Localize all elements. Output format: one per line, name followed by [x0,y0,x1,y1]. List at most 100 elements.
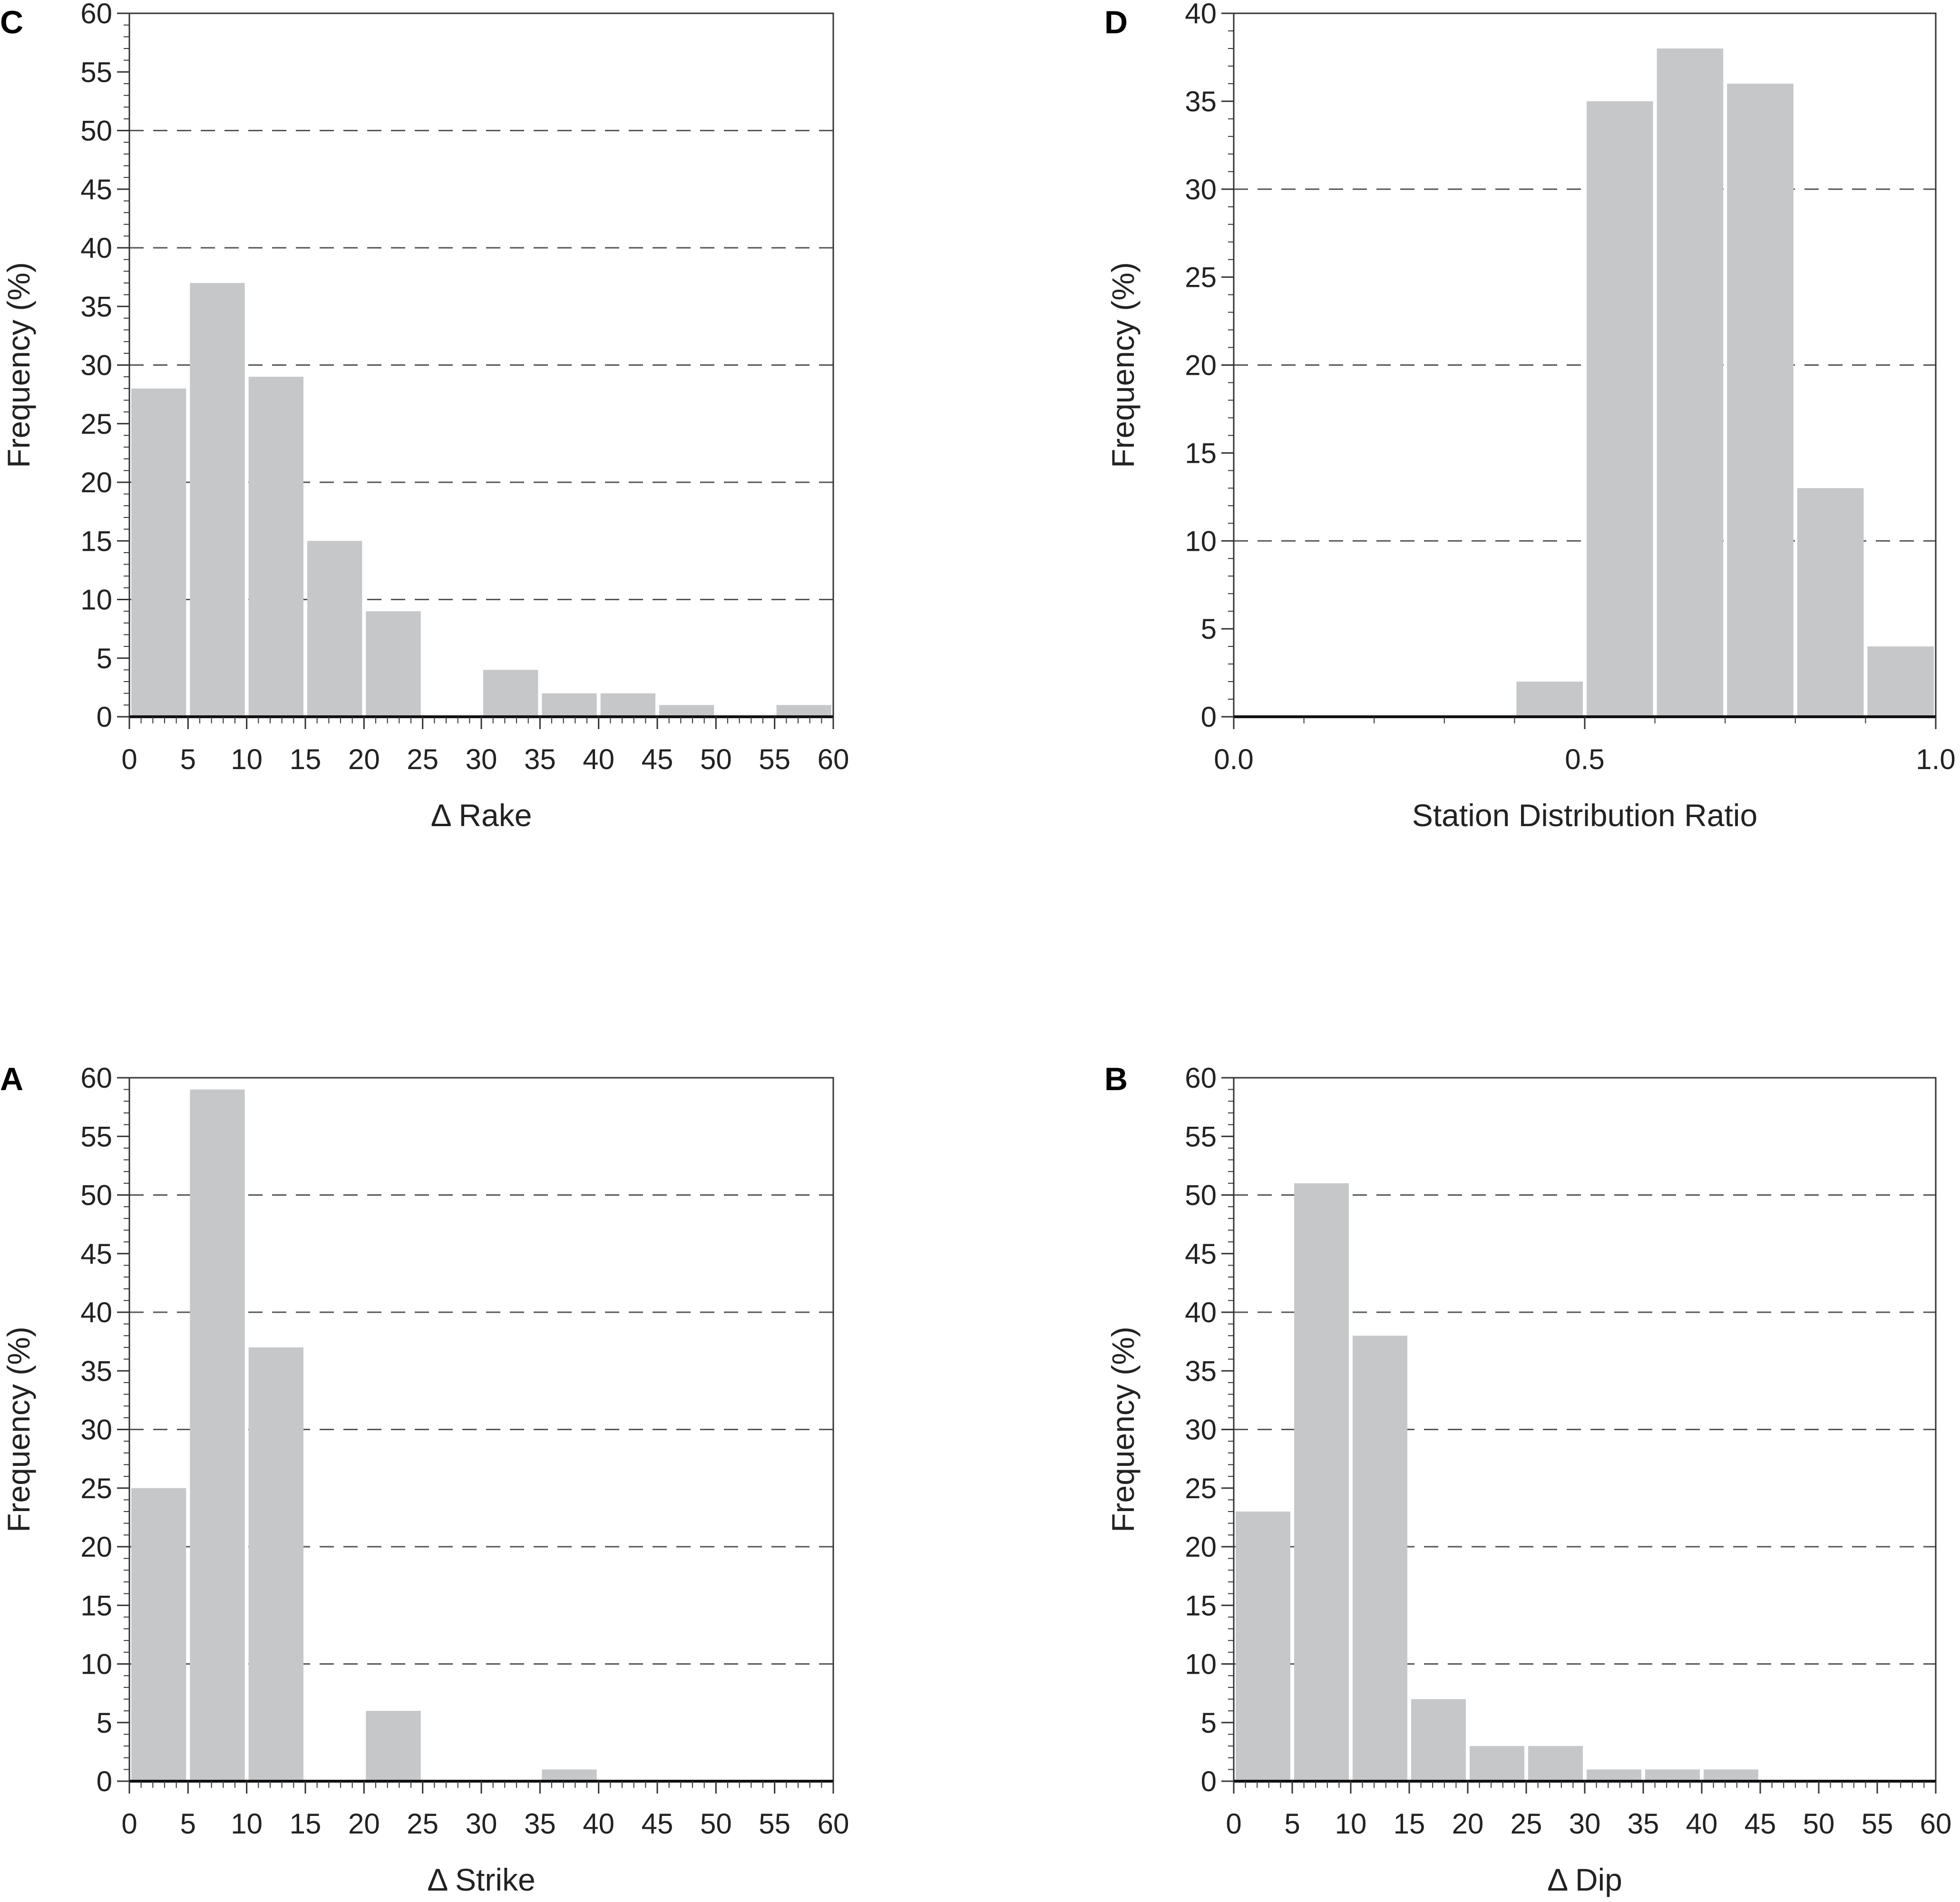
y-tick-label: 10 [1185,525,1217,557]
bar-0 [131,1488,186,1781]
bar-15 [307,541,362,717]
panel-letter: B [1104,1061,1128,1097]
bar-0 [1236,1512,1290,1781]
x-axis-title: Station Distribution Ratio [1412,798,1757,833]
bar-20 [366,1711,421,1781]
bar-10 [1353,1336,1407,1781]
y-tick-label: 20 [80,467,112,498]
x-axis-title: Δ Strike [427,1862,536,1897]
x-tick-label: 60 [818,743,849,775]
x-tick-label: 0.5 [1565,743,1604,775]
x-tick-label: 60 [818,1808,849,1840]
y-tick-label: 15 [80,1590,112,1621]
y-tick-label: 30 [1185,174,1217,205]
y-tick-label: 25 [80,1473,112,1504]
x-tick-label: 5 [180,743,196,775]
x-axis-title: Δ Dip [1547,1862,1622,1897]
panel-c: 0 5 10 15 20 25 30 35 40 45 50 55 60 0 5 10 15 20 25 30 35 40… [0,0,849,833]
panel-a: 0 5 10 15 20 25 30 35 40 45 50 55 60 0 5 10 15 20 25 30 35 40… [0,1061,849,1897]
x-tick-label: 10 [1335,1808,1367,1840]
bar-5 [190,1089,245,1781]
x-tick-label: 45 [1745,1808,1776,1840]
y-tick-label: 20 [1185,1531,1217,1563]
y-tick-label: 25 [1185,1473,1217,1504]
y-tick-label: 0 [97,701,112,733]
x-tick-label: 25 [407,1808,439,1840]
y-tick-label: 35 [1185,1355,1217,1387]
y-tick-label: 30 [1185,1414,1217,1446]
y-tick-label: 30 [80,1414,112,1446]
bar-0.7 [1727,83,1794,717]
y-tick-label: 50 [80,1180,112,1211]
x-tick-label: 25 [1511,1808,1542,1840]
y-axis-title: Frequency (%) [1105,262,1141,468]
y-tick-label: 20 [1185,350,1217,381]
panel-letter: D [1104,4,1128,40]
bar-0.9 [1867,646,1934,717]
x-tick-label: 40 [583,1808,614,1840]
y-tick-label: 30 [80,350,112,381]
x-tick-label: 50 [700,1808,732,1840]
bar-5 [190,283,245,717]
x-tick-label: 45 [642,1808,673,1840]
x-tick-label: 0.0 [1214,743,1253,775]
bar-45 [659,705,714,717]
y-tick-label: 10 [1185,1648,1217,1680]
x-tick-label: 15 [1394,1808,1425,1840]
bar-30 [483,670,538,717]
x-tick-label: 20 [348,1808,380,1840]
bar-20 [1470,1746,1524,1781]
y-tick-label: 0 [97,1765,112,1797]
bar-35 [542,1769,597,1781]
bar-0.6 [1657,48,1724,717]
x-tick-label: 15 [290,1808,322,1840]
bar-40 [1704,1769,1758,1781]
y-tick-label: 5 [1201,613,1217,645]
y-tick-label: 15 [80,525,112,557]
y-axis-title: Frequency (%) [1,262,36,468]
bar-20 [366,611,421,717]
bar-0 [131,388,186,717]
bar-25 [1528,1746,1583,1781]
y-tick-label: 15 [1185,1590,1217,1621]
y-tick-label: 60 [80,0,112,29]
y-axis-title: Frequency (%) [1105,1327,1141,1532]
y-tick-label: 60 [80,1062,112,1094]
x-tick-label: 20 [1452,1808,1484,1840]
y-tick-label: 40 [1185,1297,1217,1328]
y-tick-label: 45 [80,174,112,205]
y-tick-label: 55 [80,56,112,88]
y-tick-label: 55 [80,1121,112,1152]
bar-0.8 [1797,488,1864,717]
y-tick-label: 25 [1185,262,1217,293]
x-tick-label: 35 [524,743,556,775]
y-tick-label: 5 [97,1707,112,1739]
x-tick-label: 10 [231,743,263,775]
x-tick-label: 50 [700,743,732,775]
panel-b: 0 5 10 15 20 25 30 35 40 45 50 55 60 0 5 10 15 20 25 30 35 40… [1104,1061,1951,1897]
panel-letter: A [0,1061,23,1097]
y-tick-label: 25 [80,408,112,440]
bar-35 [1645,1769,1700,1781]
x-tick-label: 50 [1803,1808,1835,1840]
y-tick-label: 10 [80,1648,112,1680]
y-tick-label: 35 [1185,86,1217,117]
x-tick-label: 60 [1920,1808,1952,1840]
y-tick-label: 0 [1201,1765,1217,1797]
x-tick-label: 20 [348,743,380,775]
x-tick-label: 5 [1284,1808,1300,1840]
bar-10 [248,1347,303,1781]
y-tick-label: 50 [1185,1180,1217,1211]
y-tick-label: 35 [80,1355,112,1387]
bar-5 [1294,1183,1349,1781]
y-tick-label: 40 [1185,0,1217,29]
x-tick-label: 40 [583,743,614,775]
y-tick-label: 55 [1185,1121,1217,1152]
y-tick-label: 0 [1201,701,1217,733]
x-tick-label: 1.0 [1916,743,1955,775]
x-tick-label: 0 [1226,1808,1241,1840]
bar-0.4 [1516,682,1583,717]
y-tick-label: 40 [80,232,112,264]
x-tick-label: 15 [290,743,322,775]
